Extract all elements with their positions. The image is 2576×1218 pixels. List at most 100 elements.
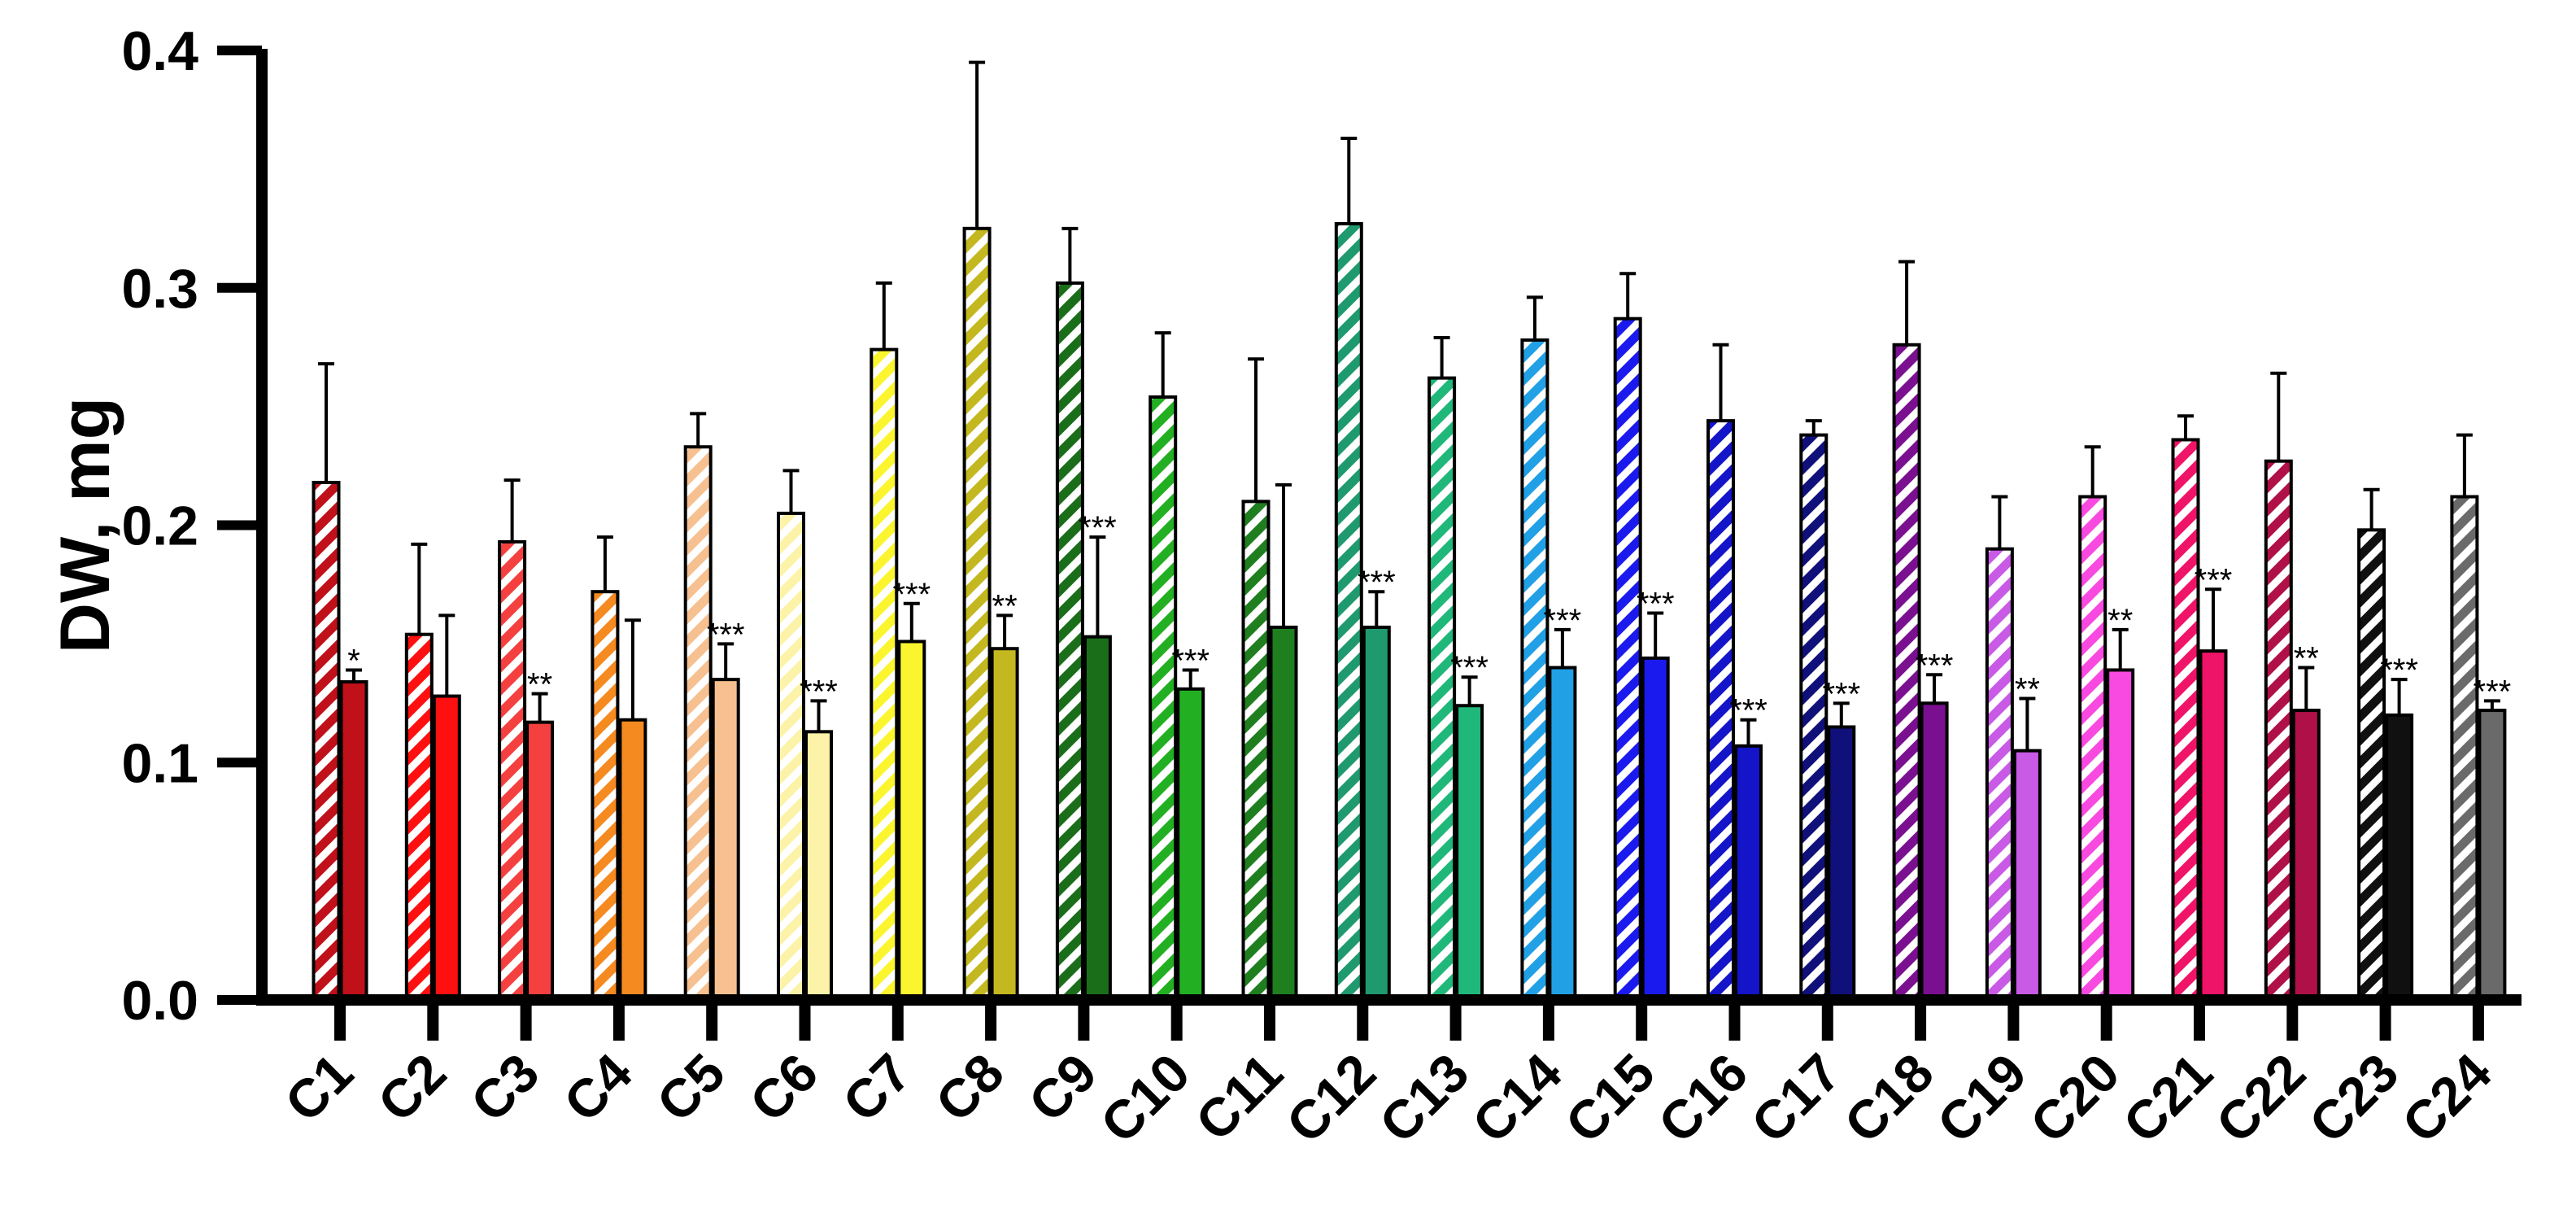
significance-label-c21: *** [2195, 562, 2233, 598]
bar-solid-c3 [525, 720, 555, 1002]
x-tick-label-c19: C19 [1925, 1042, 2038, 1155]
x-tick-label-c4: C4 [552, 1041, 643, 1133]
error-bar-solid-c7 [903, 601, 920, 642]
significance-label-c14: *** [1544, 603, 1582, 639]
error-bar-solid-c1 [346, 668, 362, 683]
error-bar-striped-c8 [969, 60, 986, 229]
error-bar-solid-c8 [996, 613, 1013, 649]
error-bar-striped-c9 [1061, 226, 1079, 283]
x-tick-label-c24: C24 [2391, 1041, 2503, 1154]
x-tick-label-c8: C8 [924, 1042, 1015, 1133]
error-bar-solid-c6 [810, 699, 827, 732]
bar-solid-c5 [711, 678, 740, 1002]
bars-layer [312, 221, 2507, 1002]
bar-solid-c9 [1083, 635, 1112, 1002]
significance-label-c3: ** [527, 667, 552, 703]
bar-striped-c23 [2357, 528, 2386, 1002]
error-bar-striped-c16 [1712, 343, 1729, 421]
significance-label-c18: *** [1916, 648, 1954, 683]
y-tick-label-0-0: 0.0 [121, 970, 198, 1032]
error-bar-solid-c17 [1833, 701, 1850, 727]
bar-solid-c14 [1548, 666, 1577, 1002]
bar-striped-c24 [2450, 495, 2479, 1002]
error-bar-solid-c15 [1647, 611, 1664, 658]
bar-striped-c7 [870, 347, 899, 1002]
bar-solid-c16 [1734, 744, 1763, 1002]
bar-solid-c20 [2106, 668, 2135, 1002]
significance-label-c19: ** [2015, 671, 2040, 707]
y-tick-label-0-1: 0.1 [121, 732, 198, 794]
bar-striped-c3 [498, 539, 527, 1002]
x-tick-label-c21: C21 [2112, 1042, 2224, 1155]
error-bar-striped-c23 [2363, 487, 2380, 530]
x-tick-label-c23: C23 [2298, 1042, 2410, 1155]
bar-solid-c2 [432, 694, 461, 1002]
x-tick-label-c17: C17 [1740, 1042, 1852, 1155]
bar-striped-c5 [683, 445, 713, 1002]
error-bar-striped-c13 [1433, 336, 1450, 378]
error-bar-solid-c16 [1740, 718, 1757, 746]
bar-striped-c2 [404, 632, 434, 1002]
significance-label-c12: *** [1358, 565, 1396, 600]
error-bar-solid-c5 [717, 642, 734, 680]
error-bar-solid-c22 [2298, 666, 2315, 711]
bar-solid-c22 [2291, 709, 2321, 1002]
x-tick-label-c11: C11 [1184, 1042, 1294, 1152]
error-bar-solid-c18 [1926, 673, 1943, 704]
x-tick-label-c10: C10 [1089, 1042, 1201, 1155]
significance-label-c7: *** [892, 577, 931, 613]
x-tick-label-c15: C15 [1554, 1042, 1666, 1155]
bar-solid-c23 [2385, 713, 2414, 1002]
error-bar-solid-c24 [2483, 699, 2500, 711]
x-tick-label-c9: C9 [1017, 1042, 1108, 1133]
y-tick-label-0-4: 0.4 [121, 20, 198, 82]
bar-striped-c21 [2171, 438, 2200, 1002]
bar-striped-c12 [1334, 221, 1363, 1002]
y-axis-label: DW, mg [46, 397, 124, 653]
significance-label-c1: * [347, 643, 360, 679]
bar-striped-c4 [591, 590, 620, 1002]
x-tick-label-c2: C2 [366, 1042, 457, 1133]
bar-striped-c13 [1427, 376, 1457, 1002]
error-bar-solid-c9 [1089, 535, 1106, 637]
bar-solid-c10 [1176, 687, 1205, 1002]
error-bar-solid-c2 [438, 613, 455, 696]
error-bar-striped-c15 [1619, 272, 1637, 319]
x-tick-label-c6: C6 [738, 1042, 829, 1133]
x-tick-label-c12: C12 [1275, 1042, 1387, 1155]
significance-label-c13: *** [1450, 650, 1489, 686]
bar-solid-c21 [2199, 649, 2228, 1002]
bar-solid-c7 [897, 640, 926, 1002]
y-tick-label-0-2: 0.2 [121, 495, 198, 557]
x-tick-label-c5: C5 [645, 1042, 736, 1133]
significance-label-c10: *** [1171, 643, 1210, 679]
bar-solid-c18 [1920, 701, 1949, 1002]
axes-layer [217, 46, 2522, 1041]
error-bar-striped-c18 [1898, 260, 1916, 345]
significance-label-c24: *** [2474, 674, 2512, 709]
bar-striped-c15 [1613, 317, 1642, 1002]
error-bar-solid-c4 [624, 618, 641, 720]
error-bar-solid-c14 [1554, 627, 1571, 668]
y-tick-label-0-3: 0.3 [121, 258, 198, 320]
bar-striped-c17 [1799, 433, 1828, 1002]
error-bar-striped-c11 [1248, 357, 1264, 502]
x-tick-label-c3: C3 [460, 1042, 551, 1133]
error-bar-solid-c19 [2019, 696, 2036, 751]
bar-solid-c19 [2012, 749, 2042, 1002]
x-tick-label-c13: C13 [1368, 1042, 1480, 1155]
error-bar-striped-c3 [503, 478, 521, 542]
significance-label-c17: *** [1822, 676, 1860, 712]
error-bars-layer [318, 60, 2500, 751]
bar-striped-c10 [1149, 395, 1178, 1002]
bar-striped-c11 [1241, 500, 1271, 1002]
bar-solid-c24 [2478, 709, 2507, 1002]
bar-solid-c4 [618, 718, 647, 1002]
error-bar-solid-c13 [1461, 675, 1478, 706]
error-bar-striped-c20 [2084, 445, 2101, 497]
error-bar-striped-c24 [2456, 433, 2473, 497]
bar-striped-c22 [2264, 459, 2293, 1002]
error-bar-striped-c6 [782, 469, 800, 513]
x-tick-label-c20: C20 [2019, 1042, 2131, 1155]
error-bar-solid-c21 [2205, 587, 2221, 652]
